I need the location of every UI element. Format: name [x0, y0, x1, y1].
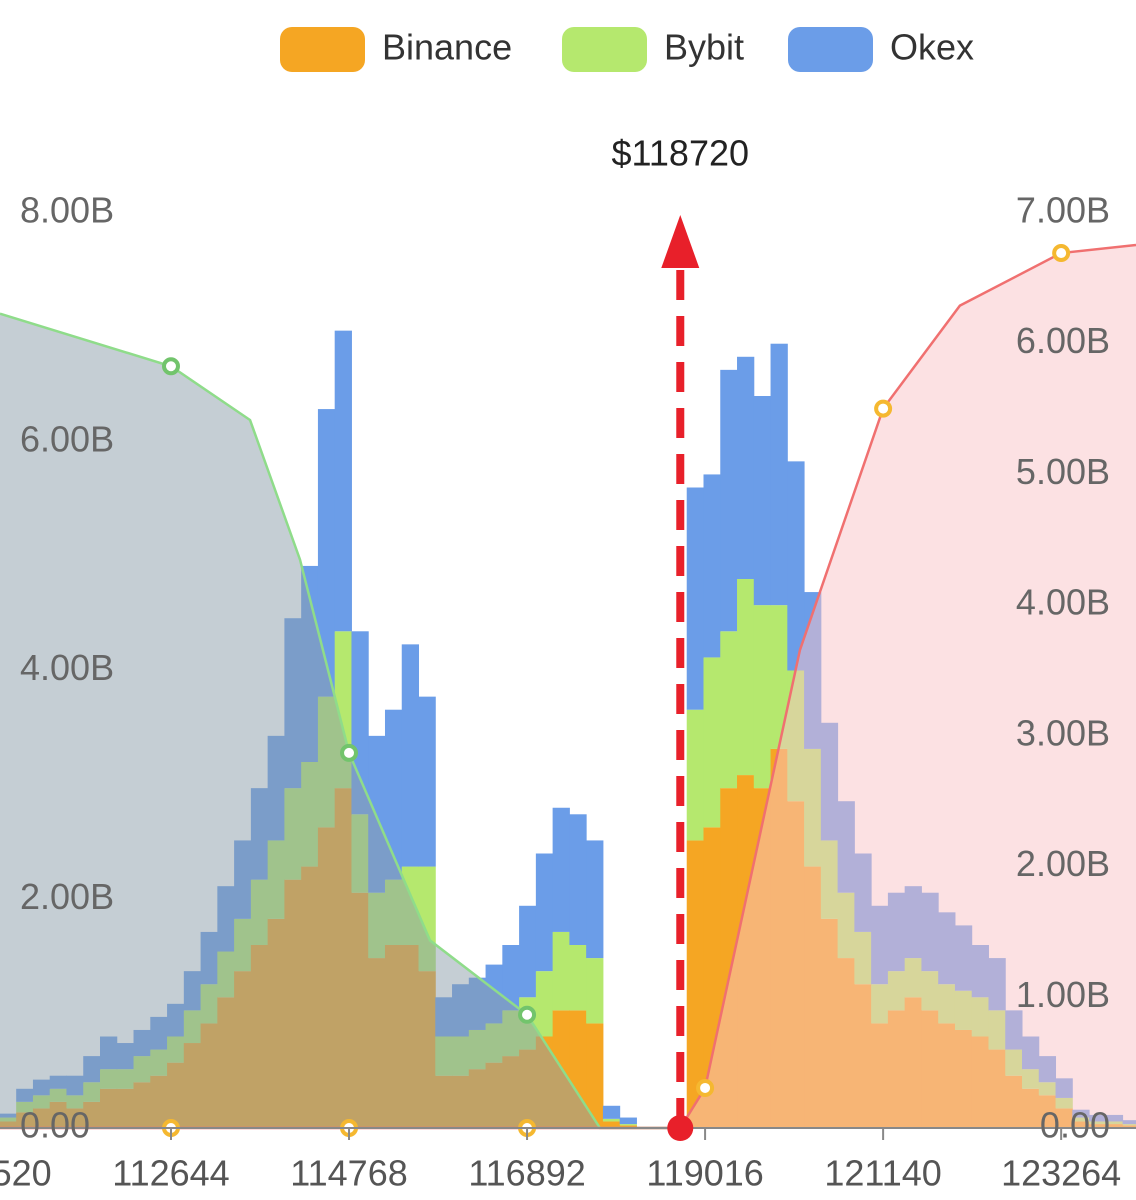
y2-tick-label: 4.00B — [1016, 582, 1110, 623]
bar-segment — [602, 1105, 621, 1119]
cumulative-marker — [1052, 244, 1071, 263]
legend-swatch — [788, 27, 873, 72]
bar-segment — [602, 1118, 621, 1122]
bar-segment — [552, 931, 570, 1011]
x-tick-label: 116892 — [468, 1153, 585, 1194]
y-tick-label: 8.00B — [20, 190, 114, 231]
cumulative-area — [0, 245, 1136, 1128]
x-tick-label: 119016 — [646, 1153, 763, 1194]
bar-segment — [586, 1023, 604, 1128]
y-tick-label: 4.00B — [20, 647, 114, 688]
legend-swatch — [280, 27, 365, 72]
x-tick-label: 112644 — [112, 1153, 229, 1194]
y-tick-label: 0.00 — [20, 1105, 90, 1146]
bar-segment — [703, 474, 721, 658]
y-tick-label: 6.00B — [20, 418, 114, 459]
bar-segment — [502, 945, 520, 1011]
bar-segment — [720, 631, 738, 789]
cumulative-marker — [696, 1078, 715, 1097]
bar-segment — [586, 958, 604, 1024]
bar-segment — [586, 840, 604, 959]
cumulative-marker — [874, 399, 893, 418]
current-price-arrow — [661, 215, 700, 268]
bar-segment — [686, 487, 704, 710]
cumulative-marker — [518, 1005, 537, 1024]
bar-segment — [401, 644, 420, 867]
bar-segment — [619, 1125, 637, 1128]
y2-tick-label: 6.00B — [1016, 320, 1110, 361]
legend-label: Bybit — [664, 27, 744, 68]
bar-segment — [334, 330, 352, 632]
legend-swatch — [562, 27, 647, 72]
bar-segment — [619, 1124, 637, 1126]
y-tick-label: 2.00B — [20, 876, 114, 917]
current-price-dot — [667, 1115, 694, 1141]
bar-segment — [552, 807, 570, 932]
bar-segment — [519, 905, 537, 998]
bar-segment — [737, 579, 755, 776]
bar-segment — [535, 853, 554, 972]
bar-segment — [569, 945, 587, 1011]
legend-label: Okex — [890, 27, 974, 68]
bar-segment — [317, 409, 336, 697]
bar-segment — [737, 356, 755, 579]
y2-tick-label: 3.00B — [1016, 712, 1110, 753]
current-price-label: $118720 — [612, 133, 749, 174]
y2-tick-label: 7.00B — [1016, 190, 1110, 231]
cumulative-marker — [340, 743, 359, 762]
bar-segment — [535, 971, 554, 1037]
bar-segment — [686, 840, 704, 1128]
x-tick-label: 121140 — [824, 1153, 941, 1194]
legend-label: Binance — [382, 27, 512, 68]
y2-tick-label: 2.00B — [1016, 843, 1110, 884]
y2-tick-label: 0.00 — [1040, 1105, 1110, 1146]
axes: 110520 112644 114768 116892 119016 121140 1232… — [0, 133, 1136, 1194]
legend: Binance Bybit Okex — [280, 27, 974, 72]
bar-segment — [720, 369, 738, 632]
bar-segment — [569, 814, 587, 945]
bar-segment — [753, 605, 772, 789]
bar-segment — [602, 1121, 621, 1128]
bar-segment — [787, 461, 805, 671]
bar-segment — [384, 709, 403, 880]
bar-segment — [418, 696, 436, 867]
bar-segment — [770, 605, 788, 749]
y2-tick-label: 1.00B — [1016, 974, 1110, 1015]
bar-segment — [770, 343, 788, 606]
bar-segment — [619, 1117, 637, 1125]
cumulative-marker — [161, 357, 180, 376]
x-tick-label: 123264 — [1001, 1153, 1121, 1194]
x-tick-label: 114768 — [290, 1153, 407, 1194]
bar-segment — [686, 709, 704, 841]
bar-segment — [753, 396, 772, 606]
bar-segment — [703, 657, 721, 828]
x-tick-label: 110520 — [0, 1153, 52, 1194]
y2-tick-label: 5.00B — [1016, 451, 1110, 492]
